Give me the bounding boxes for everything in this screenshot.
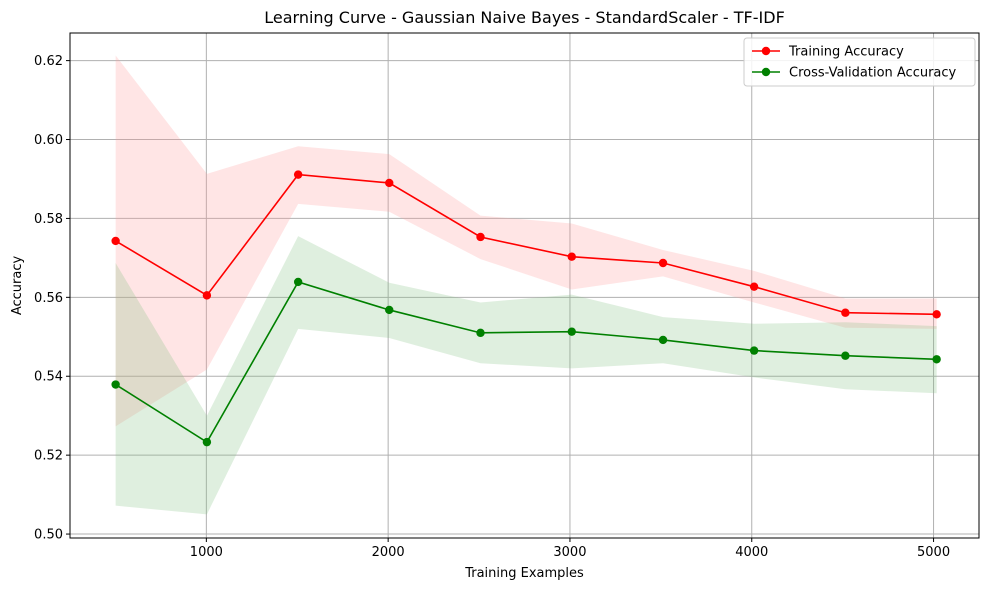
- cross-validation-accuracy-point: [111, 380, 120, 389]
- cross-validation-accuracy-point: [841, 351, 850, 360]
- cross-validation-legend-marker: [761, 67, 771, 77]
- training-legend-label: Training Accuracy: [788, 45, 904, 60]
- cross-validation-accuracy-point: [385, 305, 394, 315]
- training-accuracy-point: [476, 232, 485, 242]
- legend-box: [743, 37, 976, 87]
- cross-validation-accuracy-point: [658, 335, 668, 345]
- cross-validation-accuracy-band: [115, 236, 937, 515]
- axis-ticks: 1000 2000 3000 4000 5000 0.50 0.52 0.54 0.56 0.58…: [34, 54, 950, 560]
- x-tick-label: 1000: [190, 545, 223, 560]
- grid-lines: [70, 33, 979, 538]
- legend: Training Accuracy Cross-Validation Accura…: [743, 37, 976, 87]
- plot-frame: [69, 32, 980, 539]
- x-tick-label: 2000: [372, 545, 405, 560]
- x-tick-label: 4000: [735, 545, 768, 560]
- training-accuracy-point: [202, 291, 212, 300]
- training-accuracy-point: [293, 170, 303, 179]
- cross-validation-legend-label: Cross-Validation Accuracy: [789, 66, 957, 81]
- cross-validation-accuracy-point: [932, 355, 941, 364]
- x-tick-label: 5000: [917, 545, 950, 560]
- training-accuracy-point: [749, 282, 759, 291]
- cross-validation-accuracy-point: [749, 346, 759, 355]
- y-tick-label: 0.50: [34, 528, 63, 543]
- x-axis-title: Training Examples: [464, 566, 584, 581]
- y-tick-label: 0.62: [34, 54, 63, 69]
- cross-validation-accuracy-point: [293, 277, 303, 287]
- series-points: [111, 170, 941, 447]
- x-tick-label: 3000: [553, 545, 586, 560]
- y-tick-label: 0.54: [34, 370, 63, 385]
- training-accuracy-band: [115, 55, 937, 427]
- y-tick-label: 0.58: [34, 212, 63, 227]
- y-tick-label: 0.56: [34, 291, 63, 306]
- training-accuracy-line: [115, 173, 937, 316]
- confidence-bands: [115, 55, 937, 515]
- training-accuracy-point: [385, 178, 394, 188]
- training-accuracy-point: [658, 258, 668, 268]
- y-tick-label: 0.52: [34, 449, 63, 464]
- y-tick-label: 0.60: [34, 133, 63, 148]
- training-legend-marker: [761, 46, 771, 56]
- y-axis-title: Accuracy: [10, 256, 25, 316]
- training-accuracy-point: [111, 236, 120, 246]
- training-accuracy-point: [932, 310, 941, 319]
- cross-validation-accuracy-line: [115, 280, 937, 444]
- cross-validation-accuracy-point: [476, 328, 485, 338]
- cross-validation-accuracy-point: [202, 437, 212, 447]
- series-lines: [115, 173, 937, 444]
- cross-validation-accuracy-point: [567, 327, 576, 336]
- training-accuracy-point: [567, 252, 576, 261]
- training-accuracy-point: [841, 308, 850, 317]
- chart-title: Learning Curve - Gaussian Naive Bayes - …: [264, 8, 785, 27]
